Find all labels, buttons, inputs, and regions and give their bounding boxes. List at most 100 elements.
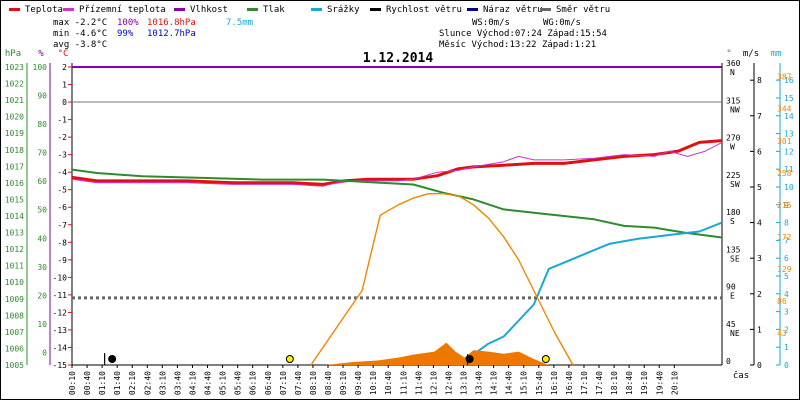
pressure-tick-label: 1009	[5, 295, 24, 304]
wind-speed-tick-label: 7	[757, 112, 762, 121]
x-tick-label: 01:40	[113, 371, 122, 395]
temp-tick-label: 0	[62, 98, 67, 107]
moonset-marker	[108, 355, 117, 363]
max-pressure: 1016.8hPa	[147, 18, 196, 28]
legend-label: Směr větru	[556, 5, 610, 15]
wind-dir-tick-label: 0	[726, 357, 731, 366]
legend-swatch	[467, 8, 478, 11]
legend-label: Teplota	[25, 5, 63, 15]
x-tick-label: 13:10	[460, 371, 469, 395]
legend-label: Vlhkost	[190, 5, 228, 15]
humidity-tick-label: 50	[37, 206, 47, 215]
humidity-tick-label: 10	[37, 320, 47, 329]
rain-tick-label: 8	[784, 219, 789, 228]
series-temperature	[71, 139, 723, 186]
rain-tick-label: 11	[784, 165, 794, 174]
unit-time: čas	[733, 370, 749, 381]
legend-swatch	[63, 8, 74, 11]
sunset-marker	[541, 355, 550, 363]
solar-tick-label: 301	[777, 137, 792, 146]
temp-tick-label: -2	[57, 133, 67, 142]
x-tick-label: 13:40	[475, 371, 484, 395]
rain-tick-label: 9	[784, 201, 789, 210]
x-tick-label: 08:40	[324, 371, 333, 395]
rain-tick-label: 7	[784, 236, 789, 245]
x-tick-label: 10:10	[369, 371, 378, 395]
wind-speed-tick-label: 3	[757, 254, 762, 263]
x-tick-label: 15:10	[520, 371, 529, 395]
x-tick-label: 10:40	[384, 371, 393, 395]
rain-total: 7.5mm	[226, 18, 253, 28]
x-tick-label: 05:40	[234, 371, 243, 395]
x-tick-label: 16:40	[565, 371, 574, 395]
x-tick-label: 06:40	[264, 371, 273, 395]
x-tick-label: 12:40	[444, 371, 453, 395]
rain-tick-label: 6	[784, 254, 789, 263]
solar-tick-label: 172	[777, 233, 792, 242]
rain-tick-label: 1	[784, 343, 789, 352]
legend-swatch	[540, 8, 551, 11]
humidity-tick-label: 90	[37, 92, 47, 101]
pressure-tick-label: 1010	[5, 278, 24, 287]
x-tick-label: 19:40	[655, 371, 664, 395]
avg-temp: avg -3.8°C	[53, 40, 107, 50]
rain-tick-label: 14	[784, 112, 794, 121]
pressure-tick-label: 1011	[5, 262, 24, 271]
wind-speed-tick-label: 5	[757, 183, 762, 192]
temp-tick-label: -6	[57, 203, 67, 212]
legend-label: Přízemní teplota	[79, 5, 166, 15]
pressure-tick-label: 1021	[5, 96, 24, 105]
chart-title: 1.12.2014	[363, 51, 434, 66]
x-tick-label: 15:40	[535, 371, 544, 395]
legend-swatch	[311, 8, 322, 11]
wind-dir-tick-label: 315	[726, 96, 741, 105]
series-ground-temperature	[71, 141, 723, 187]
solar-tick-label: 215	[777, 201, 792, 210]
x-tick-label: 17:40	[595, 371, 604, 395]
wind-dir-tick-label: 360	[726, 59, 741, 68]
axes: 210-1-2-3-4-5-6-7-8-9-10-11-12-13-14-151…	[5, 59, 794, 395]
x-tick-label: 09:10	[339, 371, 348, 395]
legend-label: Náraz větru	[483, 5, 543, 15]
rain-tick-label: 15	[784, 94, 794, 103]
temp-tick-label: 2	[62, 63, 67, 72]
moonrise-marker	[465, 355, 474, 363]
legend-swatch	[9, 8, 20, 11]
solar-tick-label: 387	[777, 73, 792, 82]
x-tick-label: 07:40	[294, 371, 303, 395]
solar-tick-label: 129	[777, 265, 792, 274]
solar-tick-label: 86	[777, 297, 787, 306]
wind-dir-compass-label: NE	[730, 329, 740, 338]
pressure-tick-label: 1012	[5, 245, 24, 254]
series-solar-curve	[310, 193, 574, 366]
moon-times: Měsíc Východ:13:22 Západ:1:21	[439, 40, 596, 50]
temp-tick-label: -7	[57, 221, 67, 230]
plot-area	[71, 66, 723, 366]
x-tick-label: 11:10	[399, 371, 408, 395]
wind-dir-tick-label: 180	[726, 208, 741, 217]
legend-swatch	[370, 8, 381, 11]
solar-tick-label: 43	[777, 329, 787, 338]
rain-tick-label: 0	[784, 361, 789, 370]
legend-swatch	[174, 8, 185, 11]
temp-tick-label: -10	[53, 273, 68, 282]
pressure-tick-label: 1016	[5, 179, 24, 188]
wind-speed-tick-label: 0	[757, 361, 762, 370]
rain-tick-label: 16	[784, 76, 794, 85]
x-tick-label: 03:40	[173, 371, 182, 395]
wind-dir-tick-label: 135	[726, 245, 741, 254]
temp-tick-label: -11	[53, 291, 68, 300]
sunrise-marker	[285, 355, 294, 363]
legend-label: Rychlost větru	[386, 5, 462, 15]
x-tick-label: 02:10	[128, 371, 137, 395]
wind-dir-compass-label: W	[730, 143, 735, 152]
pressure-tick-label: 1022	[5, 80, 24, 89]
rain-tick-label: 3	[784, 308, 789, 317]
x-tick-label: 00:10	[68, 371, 77, 395]
humidity-tick-label: 70	[37, 149, 47, 158]
unit-degc: °C	[58, 49, 69, 59]
legend-swatch	[247, 8, 258, 11]
x-tick-label: 08:10	[309, 371, 318, 395]
x-tick-label: 03:10	[158, 371, 167, 395]
wind-dir-compass-label: N	[730, 68, 735, 77]
